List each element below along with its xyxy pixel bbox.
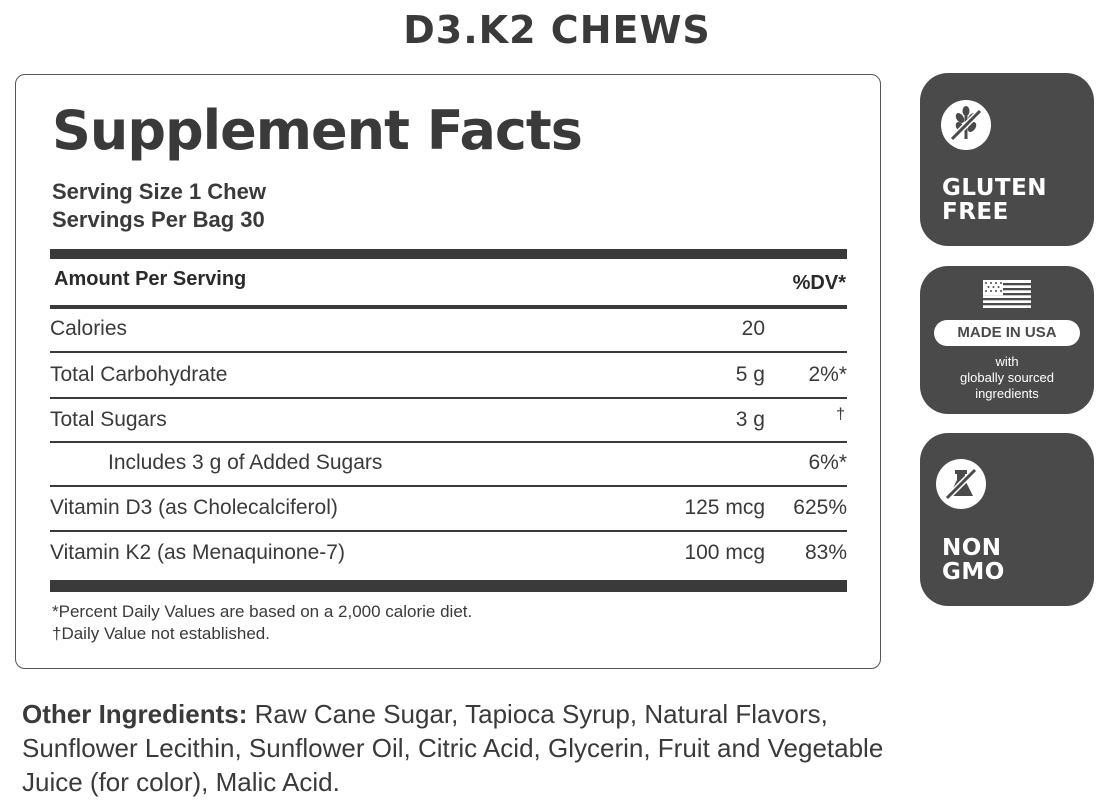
gluten-free-badge: GLUTEN FREE [920,73,1094,246]
nutrient-dv: 625% [793,496,847,519]
nutrient-name: Includes 3 g of Added Sugars [108,451,383,474]
usa-note-line-3: ingredients [975,386,1039,401]
made-in-usa-pill: MADE IN USA [934,320,1080,346]
nutrient-row-calories: Calories 20 [50,317,847,347]
nutrient-dv: † [836,406,845,423]
non-gmo-label-2: GMO [942,559,1005,585]
nutrient-name: Calories [50,317,128,340]
other-ingredients: Other Ingredients: Raw Cane Sugar, Tapio… [22,697,902,799]
nutrient-amount: 20 [741,317,765,340]
row-divider [50,397,847,399]
product-title: D3.K2 CHEWS [403,8,711,52]
nutrient-name: Vitamin D3 (as Cholecalciferol) [50,496,338,519]
thick-divider-top [50,249,847,259]
row-divider [50,485,847,487]
other-ingredients-label: Other Ingredients: [22,699,248,729]
usa-note-line-2: globally sourced [960,370,1054,385]
other-ingredients-text: Raw Cane Sugar, Tapioca Syrup, Natural F… [22,699,884,797]
row-divider [50,441,847,443]
supplement-facts-heading: Supplement Facts [52,99,583,162]
nutrient-dv: 83% [804,541,847,564]
dv-header: %DV* [792,272,846,294]
row-divider [50,530,847,532]
made-in-usa-badge: MADE IN USA with globally sourced ingred… [920,266,1094,414]
non-gmo-label-1: NON [942,535,1002,561]
gluten-free-label-1: GLUTEN [942,175,1048,201]
serving-size: Serving Size 1 Chew [52,179,266,204]
footnote-dagger: †Daily Value not established. [52,624,270,643]
nutrient-row-vitamin-d3: Vitamin D3 (as Cholecalciferol) 125 mcg … [50,496,847,526]
nutrient-name: Total Carbohydrate [50,363,228,386]
no-gluten-icon [941,100,991,150]
no-gmo-icon [936,459,986,509]
usa-flag-icon [983,280,1031,310]
nutrient-amount: 3 g [735,408,765,431]
usa-note: with globally sourced ingredients [920,354,1094,402]
row-divider [50,351,847,353]
footnote-dv: *Percent Daily Values are based on a 2,0… [52,602,473,621]
nutrient-dv: 2%* [808,363,847,386]
nutrient-amount: 5 g [735,363,765,386]
usa-note-line-1: with [995,354,1019,369]
nutrient-dv: 6%* [808,451,847,474]
thick-divider-bottom [50,580,847,592]
servings-per-bag: Servings Per Bag 30 [52,207,265,232]
nutrient-row-carbohydrate: Total Carbohydrate 5 g 2%* [50,363,847,393]
supplement-facts-panel: Supplement Facts Serving Size 1 Chew Ser… [15,74,881,669]
amount-per-serving-header: Amount Per Serving [54,268,247,290]
nutrient-name: Total Sugars [50,408,167,431]
non-gmo-badge: NON GMO [920,433,1094,606]
nutrient-name: Vitamin K2 (as Menaquinone-7) [50,541,345,564]
nutrient-amount: 100 mcg [684,541,765,564]
nutrient-amount: 125 mcg [684,496,765,519]
nutrient-row-sugars: Total Sugars 3 g † [50,406,847,438]
nutrient-row-vitamin-k2: Vitamin K2 (as Menaquinone-7) 100 mcg 83… [50,541,847,571]
gluten-free-label-2: FREE [942,199,1009,225]
nutrient-row-added-sugars: Includes 3 g of Added Sugars 6%* [50,451,847,481]
medium-divider [50,305,847,309]
